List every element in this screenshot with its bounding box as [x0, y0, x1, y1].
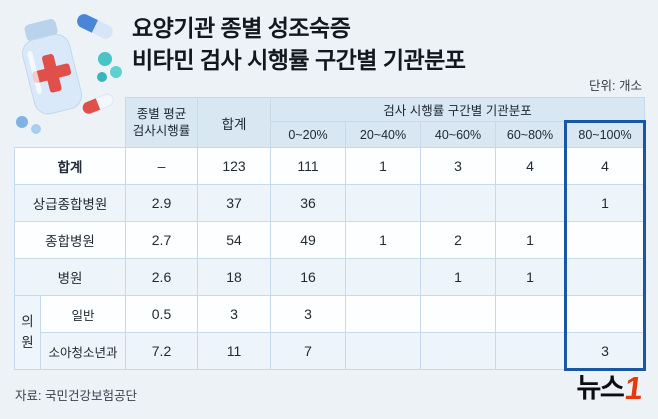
cell-value — [420, 295, 496, 333]
cell-value-highlight — [564, 258, 646, 296]
cell-value-highlight: 4 — [564, 147, 646, 185]
news1-logo: 뉴스 1 — [576, 370, 646, 406]
cell-value: 16 — [270, 258, 346, 296]
cell-value — [345, 258, 421, 296]
cell-value: 111 — [270, 147, 346, 185]
cell-value — [495, 332, 566, 370]
cell-value: 3 — [420, 147, 496, 185]
table-row: 병원 2.6 18 16 1 1 — [14, 258, 646, 296]
cell-value — [420, 184, 496, 222]
source-text: 자료: 국민건강보험공단 — [15, 389, 137, 403]
page-title-line2: 비타민 검사 시행률 구간별 기관분포 — [132, 47, 466, 73]
cell-avg: 2.9 — [125, 184, 198, 222]
table-row-total: 합계 – 123 111 1 3 4 4 — [14, 147, 646, 185]
unit-label: 단위: 개소 — [589, 79, 642, 93]
medicine-bottle-pills-icon — [16, 14, 122, 134]
cell-value: 1 — [495, 258, 566, 296]
distribution-table: 종별 평균 검사시행률 합계 검사 시행률 구간별 기관분포 0~20% 20~… — [14, 97, 646, 371]
header-interval-40-60: 40~60% — [420, 121, 496, 148]
cell-value-highlight: 1 — [564, 184, 646, 222]
cell-value-highlight: 3 — [564, 332, 646, 371]
cell-value: 1 — [345, 147, 421, 185]
cell-value — [420, 332, 496, 370]
row-label: 병원 — [14, 258, 126, 296]
cell-total: 37 — [197, 184, 271, 222]
cell-value: 1 — [420, 258, 496, 296]
row-label: 일반 — [40, 295, 126, 333]
cell-value — [495, 184, 566, 222]
table-row: 의원 일반 0.5 3 3 — [14, 295, 646, 370]
cell-value: 36 — [270, 184, 346, 222]
row-label: 소아청소년과 — [40, 332, 126, 370]
cell-avg: 2.6 — [125, 258, 198, 296]
cell-avg: 2.7 — [125, 221, 198, 259]
cell-value: 7 — [270, 332, 346, 370]
cell-value: 2 — [420, 221, 496, 259]
cell-value: 4 — [495, 147, 566, 185]
cell-value — [345, 295, 421, 333]
header-total: 합계 — [197, 97, 271, 148]
cell-value-highlight — [564, 295, 646, 333]
header-avg-rate: 종별 평균 검사시행률 — [125, 97, 198, 148]
cell-total: 123 — [197, 147, 271, 185]
table-row: 종합병원 2.7 54 49 1 2 1 — [14, 221, 646, 259]
row-label: 합계 — [14, 147, 126, 185]
row-group-clinic: 의원 — [14, 295, 41, 370]
page-title: 요양기관 종별 성조숙증 비타민 검사 시행률 구간별 기관분포 — [132, 12, 466, 76]
header-interval-20-40: 20~40% — [345, 121, 421, 148]
cell-value: 3 — [270, 295, 346, 333]
cell-value — [345, 332, 421, 370]
cell-total: 54 — [197, 221, 271, 259]
header-interval-group: 검사 시행률 구간별 기관분포 — [270, 97, 645, 122]
header-avg-rate-line1: 종별 평균 — [136, 107, 187, 122]
cell-value — [495, 295, 566, 333]
corner-cell — [14, 97, 126, 148]
news1-logo-text: 뉴스 — [576, 373, 625, 403]
cell-avg: – — [125, 147, 198, 185]
cell-total: 18 — [197, 258, 271, 296]
row-label: 종합병원 — [14, 221, 126, 259]
header-interval-80-100: 80~100% — [564, 120, 646, 148]
header-avg-rate-line2: 검사시행률 — [132, 123, 191, 138]
news1-logo-one: 1 — [622, 370, 646, 406]
cell-avg: 7.2 — [125, 332, 198, 370]
cell-value: 49 — [270, 221, 346, 259]
cell-total: 3 — [197, 295, 271, 333]
table-row: 소아청소년과 7.2 11 7 3 — [14, 332, 646, 371]
cell-value: 1 — [345, 221, 421, 259]
cell-avg: 0.5 — [125, 295, 198, 333]
cell-value-highlight — [564, 221, 646, 259]
header-interval-0-20: 0~20% — [270, 121, 346, 148]
row-label: 상급종합병원 — [14, 184, 126, 222]
table-row: 상급종합병원 2.9 37 36 1 — [14, 184, 646, 222]
page-title-line1: 요양기관 종별 성조숙증 — [132, 15, 351, 41]
cell-total: 11 — [197, 332, 271, 370]
cell-value — [345, 184, 421, 222]
cell-value: 1 — [495, 221, 566, 259]
header-interval-60-80: 60~80% — [495, 121, 566, 148]
